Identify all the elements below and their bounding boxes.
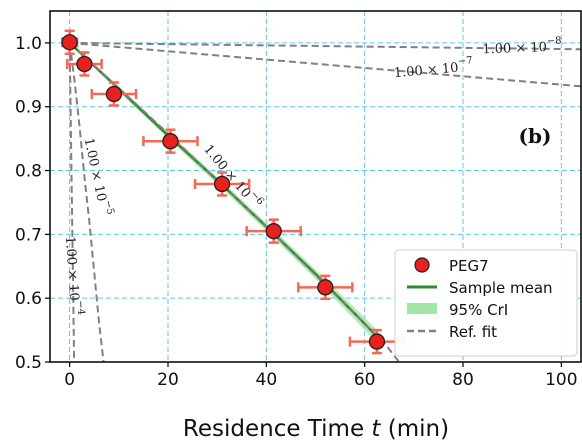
x-tick-label: 100 — [545, 370, 577, 390]
legend-label-sample-mean: Sample mean — [449, 279, 553, 297]
ref-fit-label-exponent: −4 — [75, 300, 87, 315]
cri-band — [69, 42, 377, 343]
legend: PEG7 Sample mean 95% CrI Ref. fit — [394, 249, 578, 357]
ref-fit-label: 1.00 × 10−7 — [393, 55, 474, 81]
peg7-point — [76, 55, 93, 73]
x-tick-label: 20 — [157, 370, 179, 390]
ref-fit-curve — [68, 42, 400, 362]
peg7-point — [61, 34, 78, 51]
y-tick-label: 0.9 — [15, 98, 42, 118]
ref-fit-curve — [69, 41, 581, 88]
peg7-point — [162, 133, 179, 150]
ref-fit-label-exponent: −7 — [457, 55, 473, 67]
x-axis-label-unit: (min) — [380, 416, 449, 442]
peg7-point — [317, 279, 334, 296]
peg7-point — [265, 223, 282, 240]
ref-fit-label-base: 1.00 × 10 — [393, 60, 459, 81]
ref-fit-curve — [68, 42, 76, 362]
axes-ticks: 0 20 40 60 80 100 0.5 0.6 0.7 0.8 0.9 1.0 — [15, 34, 578, 390]
y-tick-label: 0.6 — [15, 289, 42, 309]
y-tick-label: 0.8 — [15, 162, 42, 182]
ref-fit-label-base: 1.00 × 10 — [482, 40, 547, 57]
plot-area — [61, 29, 581, 362]
panel-label: (b) — [519, 124, 552, 148]
ref-fit-label: 1.00 × 10−4 — [62, 235, 86, 316]
legend-label-ref-fit: Ref. fit — [449, 323, 497, 341]
legend-label-peg7: PEG7 — [449, 257, 489, 275]
ref-fit-curve — [69, 41, 581, 51]
x-tick-label: 40 — [256, 370, 278, 390]
x-tick-label: 80 — [452, 370, 474, 390]
x-axis-label: Residence Time t (min) — [183, 416, 449, 442]
x-axis-label-text: Residence Time — [183, 416, 372, 442]
legend-marker-peg7 — [414, 257, 430, 273]
plot-frame — [49, 10, 582, 363]
ref-fit-label-exponent: −8 — [547, 35, 562, 47]
x-tick-label: 60 — [354, 370, 376, 390]
legend-marker-cri — [407, 303, 437, 314]
peg7-point — [105, 85, 123, 103]
legend-box — [394, 249, 578, 357]
ref-fit-label: 1.00 × 10−8 — [482, 35, 562, 57]
x-tick-label: 0 — [64, 370, 75, 390]
ref-fit-label-exponent: −5 — [102, 199, 116, 216]
y-tick-label: 0.5 — [15, 353, 42, 373]
ref-fit-label: 1.00 × 10−5 — [81, 136, 116, 218]
ref-fit-label-base: 1.00 × 10 — [62, 236, 81, 302]
legend-label-cri: 95% CrI — [449, 301, 508, 319]
peg7-point — [213, 175, 231, 193]
ref-fit-curve — [68, 42, 105, 362]
x-axis-label-var: t — [371, 416, 381, 442]
peg7-point — [368, 333, 386, 350]
y-tick-label: 0.7 — [15, 225, 42, 245]
y-tick-label: 1.0 — [15, 34, 42, 54]
ref-fit-label-base: 1.00 × 10 — [81, 137, 109, 203]
